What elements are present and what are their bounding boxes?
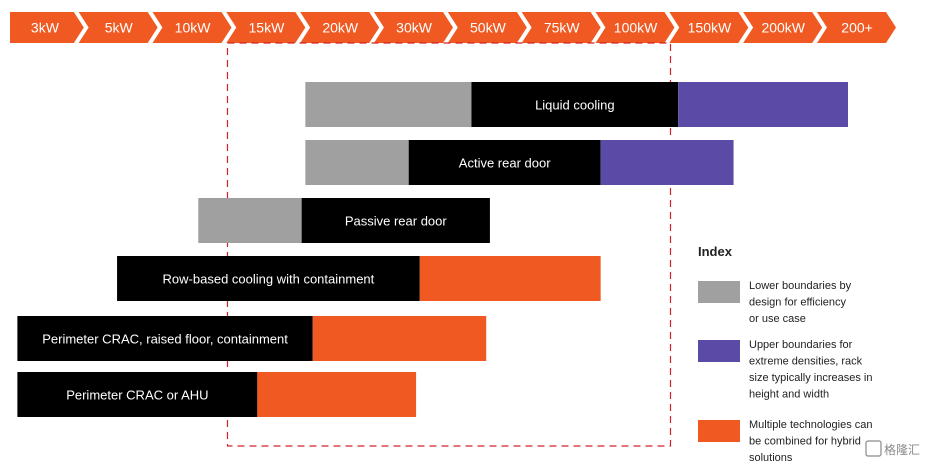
scale-chevron — [593, 12, 675, 43]
index-text-line: height and width — [749, 389, 829, 401]
bar-row: Active rear door — [305, 140, 734, 185]
scale-chevron-divider — [75, 11, 89, 44]
index-text-line: be combined for hybrid — [749, 436, 861, 448]
bar-lower-boundary — [305, 140, 409, 185]
bar-lower-boundary — [305, 82, 472, 127]
bar-hybrid-extension — [419, 256, 601, 301]
scale-chevron-divider — [149, 11, 163, 44]
bar-label: Passive rear door — [345, 214, 448, 229]
scale-chevron-divider — [370, 11, 384, 44]
scale-ribbon: 3kW 5kW 10kW 15kW 20kW 30kW 50kW 75kW 100kW 150kW… — [10, 11, 896, 44]
bar-lower-boundary — [198, 198, 302, 243]
watermark-logo-icon — [865, 440, 882, 457]
scale-chevron — [10, 12, 84, 43]
scale-chevron — [224, 12, 306, 43]
scale-chevron — [741, 12, 823, 43]
scale-label-200kw: 200kW — [761, 20, 805, 36]
index-text-upper: Upper boundaries for extreme densities, r… — [749, 339, 873, 401]
scale-chevron-divider — [740, 11, 754, 44]
bar-label: Perimeter CRAC or AHU — [66, 388, 208, 403]
scale-chevron — [298, 12, 380, 43]
bar-core — [117, 256, 420, 301]
scale-chevron — [446, 12, 527, 43]
scale-chevron-divider — [297, 11, 311, 44]
scale-chevron — [667, 12, 749, 43]
bar-label: Liquid cooling — [535, 98, 615, 113]
scale-chevron-divider — [592, 11, 606, 44]
index-swatch-upper — [698, 340, 740, 362]
index-text-line: Upper boundaries for — [749, 339, 853, 351]
scale-label-10kw: 10kW — [175, 20, 212, 36]
scale-label-100kw: 100kW — [614, 20, 658, 36]
index-text-line: or use case — [749, 313, 806, 325]
scale-chevron-divider — [444, 11, 458, 44]
bar-core — [408, 140, 601, 185]
scale-label-150kw: 150kW — [688, 20, 732, 36]
bar-row: Row-based cooling with containment — [117, 256, 601, 301]
scale-chevron-divider — [518, 11, 532, 44]
bar-hybrid-extension — [312, 316, 487, 361]
bar-row: Perimeter CRAC, raised floor, containmen… — [17, 316, 487, 361]
scale-chevron — [519, 12, 601, 43]
scale-chevron — [815, 12, 896, 43]
scale-label-3kw: 3kW — [31, 20, 60, 36]
index-text-line: size typically increases in — [749, 372, 873, 384]
scale-label-5kw: 5kW — [105, 20, 134, 36]
index-legend: Index Lower boundaries by design for effic… — [698, 244, 873, 464]
scale-chevron — [150, 12, 232, 43]
bar-row: Perimeter CRAC or AHU — [17, 372, 417, 417]
index-swatch-lower — [698, 281, 740, 303]
index-text-line: Multiple technologies can — [749, 419, 873, 431]
bar-label: Active rear door — [459, 156, 551, 171]
scale-label-20kw: 20kW — [322, 20, 359, 36]
index-text-line: solutions — [749, 452, 793, 464]
scale-label-30kw: 30kW — [396, 20, 433, 36]
scale-chevron-divider — [666, 11, 680, 44]
scale-label-15kw: 15kW — [249, 20, 286, 36]
scale-chevron — [372, 12, 453, 43]
index-text-line: Lower boundaries by — [749, 280, 852, 292]
index-swatch-hybrid — [698, 420, 740, 442]
bar-label: Perimeter CRAC, raised floor, containmen… — [42, 332, 288, 347]
bar-upper-boundary — [600, 140, 734, 185]
scale-chevron — [76, 12, 158, 43]
scale-label-75kw: 75kW — [544, 20, 581, 36]
index-text-line: design for efficiency — [749, 297, 847, 309]
bar-core — [471, 82, 679, 127]
index-title: Index — [698, 244, 733, 259]
watermark: 格隆汇 — [865, 440, 920, 457]
bar-core — [17, 316, 313, 361]
index-text-hybrid: Multiple technologies can be combined for… — [749, 419, 873, 464]
scale-chevron-divider — [813, 11, 827, 44]
bar-row: Passive rear door — [198, 198, 490, 243]
scale-chevron-divider — [223, 11, 237, 44]
bar-upper-boundary — [678, 82, 849, 127]
bar-label: Row-based cooling with containment — [163, 272, 375, 287]
index-text-line: extreme densities, rack — [749, 356, 863, 368]
index-text-lower: Lower boundaries by design for efficiency… — [749, 280, 852, 325]
bar-core — [301, 198, 490, 243]
bar-core — [17, 372, 258, 417]
scale-label-200plus: 200+ — [841, 20, 873, 36]
bar-row: Liquid cooling — [305, 82, 849, 127]
highlight-range-box — [226, 42, 672, 447]
watermark-text: 格隆汇 — [884, 442, 920, 457]
bar-hybrid-extension — [257, 372, 417, 417]
bars: Liquid cooling Active rear door Passive re… — [17, 82, 849, 417]
scale-label-50kw: 50kW — [470, 20, 507, 36]
